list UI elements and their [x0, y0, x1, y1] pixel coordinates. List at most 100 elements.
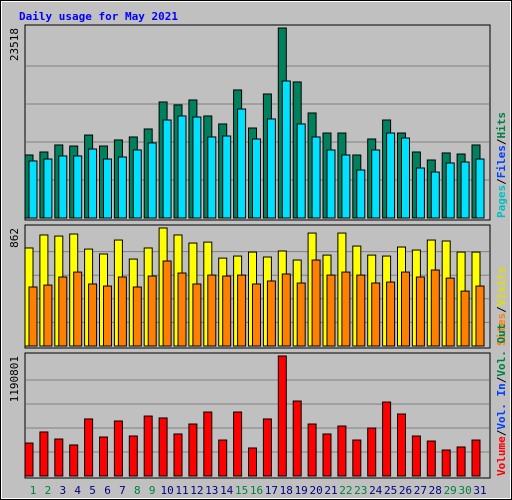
bar [132, 286, 142, 347]
bar [252, 138, 261, 219]
x-tick-label: 14 [220, 484, 234, 497]
legend: Sites/Visits [495, 267, 508, 347]
x-tick-label: 21 [324, 484, 337, 497]
bar [28, 286, 38, 347]
bar [203, 411, 213, 477]
x-tick-label: 26 [399, 484, 412, 497]
bar [24, 442, 34, 477]
bar [54, 438, 64, 477]
bar [103, 285, 112, 347]
bar [69, 444, 79, 477]
bar [445, 277, 455, 347]
x-tick-label: 27 [414, 484, 427, 497]
bar [222, 135, 232, 219]
bar [262, 418, 272, 477]
x-tick-label: 10 [160, 484, 173, 497]
bar [88, 148, 98, 219]
x-tick-label: 20 [309, 484, 322, 497]
x-tick-label: 4 [74, 484, 81, 497]
x-tick-label: 16 [250, 484, 263, 497]
bar [326, 274, 336, 347]
legend-entry: Vol. In [495, 383, 508, 429]
bar [84, 418, 94, 477]
bar [39, 431, 49, 477]
bar [281, 80, 291, 219]
bar [188, 423, 198, 477]
bar [456, 446, 466, 477]
bar [326, 149, 336, 219]
bar [162, 119, 172, 219]
bar [88, 283, 98, 347]
bar [207, 136, 217, 219]
legend-entry: Volume [495, 436, 508, 476]
y-max-label: 23518 [8, 28, 21, 61]
bar [401, 137, 410, 219]
x-tick-label: 5 [89, 484, 96, 497]
bar [58, 276, 68, 347]
x-tick-label: 7 [119, 484, 126, 497]
bar [475, 285, 485, 347]
bar [147, 142, 157, 219]
bar [113, 420, 123, 477]
y-max-label: 1190801 [8, 356, 21, 402]
bar [218, 439, 228, 477]
legend-separator: / [495, 376, 508, 383]
bar [307, 423, 317, 477]
bar [415, 276, 425, 347]
bar [147, 275, 157, 347]
bar [337, 425, 347, 477]
bar [237, 274, 247, 347]
legend-entry: Pages [495, 185, 508, 218]
x-tick-label: 25 [384, 484, 397, 497]
bar [292, 400, 302, 477]
legend-separator: / [495, 138, 508, 145]
legend-entry: Vol. Out [495, 324, 508, 377]
bar [460, 161, 470, 219]
bar [352, 439, 362, 477]
bar [382, 401, 392, 477]
x-tick-label: 15 [235, 484, 248, 497]
bar [460, 290, 470, 347]
bar [252, 283, 261, 347]
bar [441, 449, 451, 477]
x-tick-label: 9 [149, 484, 156, 497]
bar [445, 162, 455, 219]
bar [177, 115, 187, 219]
chart-title: Daily usage for May 2021 [19, 10, 178, 23]
bar [43, 284, 53, 347]
legend-entry: Visits [495, 267, 508, 307]
bar [386, 281, 396, 347]
bar [222, 275, 232, 347]
y-max-label: 862 [8, 228, 21, 248]
bar [99, 436, 108, 477]
x-tick-label: 24 [369, 484, 383, 497]
bar [277, 355, 287, 477]
legend-separator: / [495, 306, 508, 313]
x-tick-label: 29 [444, 484, 457, 497]
x-tick-label: 1 [30, 484, 37, 497]
bar [371, 282, 381, 347]
x-tick-label: 13 [205, 484, 218, 497]
bar [28, 160, 38, 219]
bar [207, 274, 217, 347]
x-tick-label: 19 [295, 484, 308, 497]
bar [132, 149, 142, 219]
x-tick-label: 11 [175, 484, 188, 497]
bar [311, 136, 321, 219]
bar [341, 271, 351, 347]
bar [430, 171, 440, 219]
bar [397, 413, 406, 477]
bar [177, 272, 187, 347]
bar [296, 282, 306, 347]
bar [471, 439, 481, 477]
bar [266, 280, 276, 347]
bar [281, 273, 291, 347]
bar [58, 155, 68, 219]
bar [73, 271, 83, 347]
bar [143, 415, 153, 477]
bar [158, 417, 168, 477]
bar [401, 271, 410, 347]
x-tick-label: 17 [265, 484, 278, 497]
